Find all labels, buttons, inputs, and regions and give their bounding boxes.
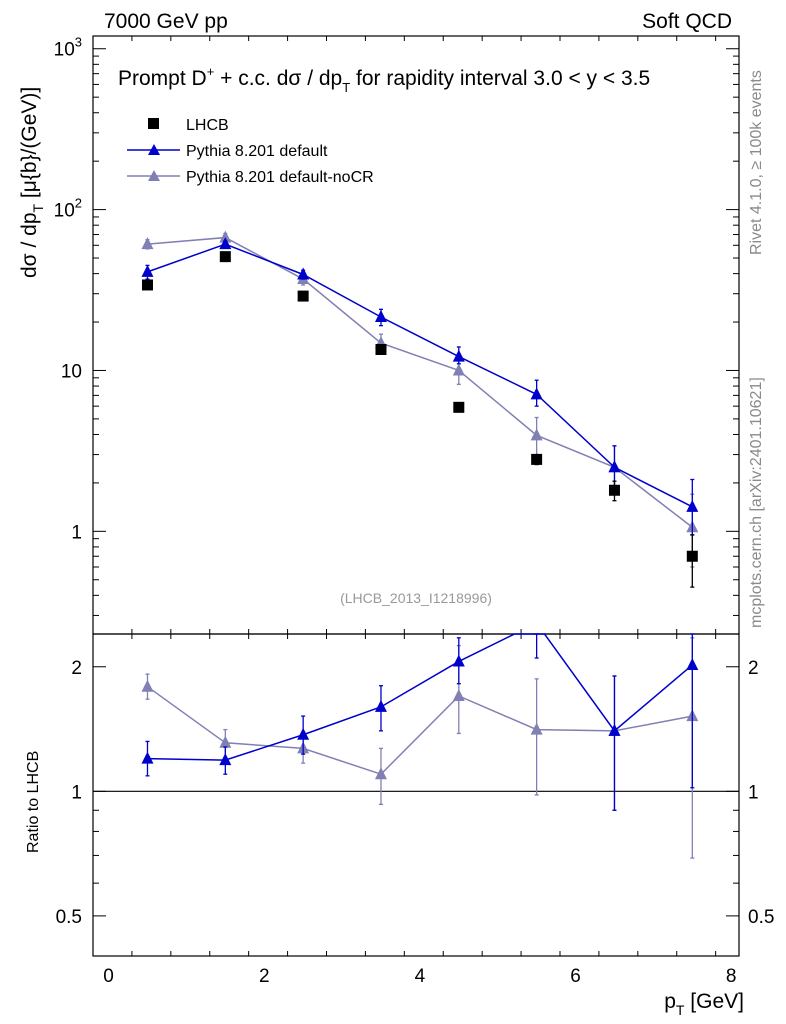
- main-data-square: [141, 279, 153, 291]
- x-tick-label: 2: [259, 966, 270, 987]
- x-tick-label: 6: [570, 966, 581, 987]
- main-triangle-point: [530, 387, 543, 400]
- side-label-bottom: mcplots.cern.ch [arXiv:2401.10621]: [748, 377, 765, 628]
- legend-label-pythia-default: Pythia 8.201 default: [186, 143, 328, 160]
- main-data-square: [531, 453, 543, 465]
- main-triangle-point: [452, 363, 465, 376]
- ratio-plot-frame: [92, 633, 740, 957]
- ratio-triangle-point: [374, 767, 387, 780]
- x-tick-label: 8: [726, 966, 737, 987]
- ratio-triangle-point: [219, 753, 232, 766]
- y-tick-label-main: 103: [54, 35, 82, 61]
- x-axis-label: pT [GeV]: [664, 990, 744, 1018]
- data-layer: [141, 230, 699, 859]
- ratio-series-line: [147, 633, 693, 761]
- legend-entry-pythia-nocr: Pythia 8.201 default-noCR: [127, 169, 374, 186]
- header-left: 7000 GeV pp: [104, 10, 228, 33]
- legend: LHCB Pythia 8.201 default Pythia 8.201 d…: [127, 117, 374, 186]
- ratio-triangle-point: [530, 722, 543, 735]
- x-tick-label: 0: [103, 966, 114, 987]
- main-triangle-point: [219, 237, 232, 250]
- main-series-line: [147, 236, 693, 528]
- main-series-line: [147, 243, 693, 508]
- main-triangle-point: [219, 230, 232, 243]
- main-triangle-point: [608, 460, 621, 473]
- y-tick-label-ratio-left: 0.5: [56, 907, 82, 928]
- ratio-triangle-point: [141, 751, 154, 764]
- header-right: Soft QCD: [642, 10, 732, 33]
- main-triangle-point: [452, 349, 465, 362]
- main-title: Prompt D+ + c.c. dσ / dpT for rapidity i…: [118, 64, 650, 95]
- ratio-triangle-point: [297, 727, 310, 740]
- main-data-square: [453, 401, 465, 413]
- legend-label-lhcb: LHCB: [186, 117, 229, 134]
- ratio-triangle-point: [608, 723, 621, 736]
- analysis-tag: (LHCB_2013_I1218996): [340, 590, 492, 606]
- y-tick-label-ratio-right: 2: [748, 658, 759, 679]
- y-tick-label-main: 102: [54, 196, 82, 222]
- ratio-triangle-point: [452, 688, 465, 701]
- y-tick-label-ratio-left: 1: [71, 782, 82, 803]
- ratio-triangle-point: [141, 679, 154, 692]
- legend-label-pythia-nocr: Pythia 8.201 default-noCR: [186, 169, 374, 186]
- ratio-triangle-point: [686, 657, 699, 670]
- y-tick-label-ratio-left: 2: [71, 658, 82, 679]
- y-tick-label-ratio-right: 1: [748, 782, 759, 803]
- y-tick-label-ratio-right: 0.5: [748, 907, 774, 928]
- ratio-triangle-point: [374, 699, 387, 712]
- x-tick-label: 4: [415, 966, 426, 987]
- ratio-triangle-point: [219, 735, 232, 748]
- main-data-square: [219, 251, 231, 263]
- main-data-square: [608, 484, 620, 496]
- main-triangle-point: [374, 309, 387, 322]
- main-triangle-point: [530, 428, 543, 441]
- main-triangle-point: [297, 267, 310, 280]
- main-triangle-point: [141, 237, 154, 250]
- main-data-square: [686, 550, 698, 562]
- y-tick-label-main: 10: [61, 361, 82, 382]
- ratio-y-axis-label: Ratio to LHCB: [25, 751, 42, 853]
- main-triangle-point: [686, 499, 699, 512]
- legend-entry-pythia-default: Pythia 8.201 default: [127, 143, 328, 160]
- main-data-square: [297, 290, 309, 302]
- legend-marker-triangle-nocr: [148, 170, 160, 181]
- main-triangle-point: [141, 264, 154, 277]
- main-data-square: [375, 343, 387, 355]
- ratio-triangle-point: [452, 654, 465, 667]
- y-tick-label-main: 1: [71, 522, 82, 543]
- side-label-top: Rivet 4.1.0, ≥ 100k events: [748, 70, 765, 255]
- main-y-axis-label: dσ / dpT [μ{b}/(GeV)]: [18, 87, 46, 278]
- legend-marker-square: [148, 118, 159, 129]
- ratio-series-line: [147, 686, 693, 776]
- legend-entry-lhcb: LHCB: [148, 117, 229, 134]
- legend-marker-triangle-default: [148, 144, 160, 155]
